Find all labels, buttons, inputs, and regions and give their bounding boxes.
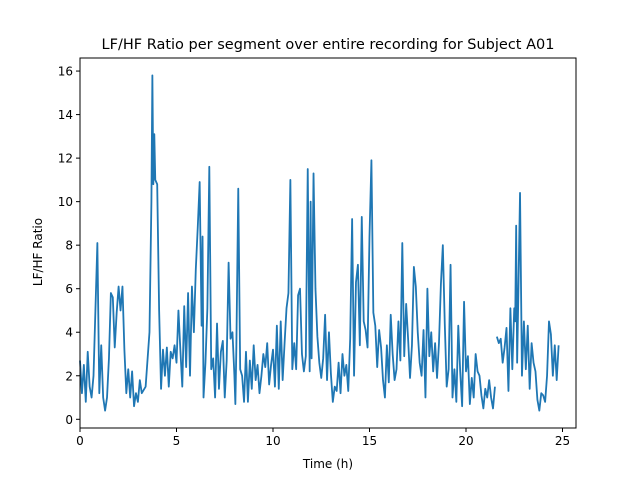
plot-frame (79, 57, 577, 429)
y-tick-label-8: 8 (65, 239, 73, 253)
series-line-segment-2 (496, 192, 560, 412)
x-tick-label-15: 15 (362, 434, 377, 448)
y-tick-label-0: 0 (65, 413, 73, 427)
y-axis-label: LF/HF Ratio (31, 218, 45, 286)
x-tick-label-10: 10 (265, 434, 280, 448)
y-tick-label-14: 14 (58, 108, 73, 122)
y-tick-label-10: 10 (58, 195, 73, 209)
y-tick-label-4: 4 (65, 326, 73, 340)
plot-area: 0 5 10 15 20 25 0 2 4 6 8 10 12 14 16 (58, 57, 577, 448)
x-tick-label-25: 25 (555, 434, 570, 448)
x-tick-label-5: 5 (173, 434, 181, 448)
y-tick-label-6: 6 (65, 282, 73, 296)
x-tick-label-20: 20 (458, 434, 473, 448)
series-line-segment-1 (79, 74, 496, 412)
chart-title: LF/HF Ratio per segment over entire reco… (102, 37, 555, 53)
y-tick-label-2: 2 (65, 369, 73, 383)
y-tick-label-16: 16 (58, 65, 73, 79)
x-tick-label-0: 0 (76, 434, 84, 448)
y-tick-label-12: 12 (58, 152, 73, 166)
x-axis-label: Time (h) (302, 457, 353, 471)
